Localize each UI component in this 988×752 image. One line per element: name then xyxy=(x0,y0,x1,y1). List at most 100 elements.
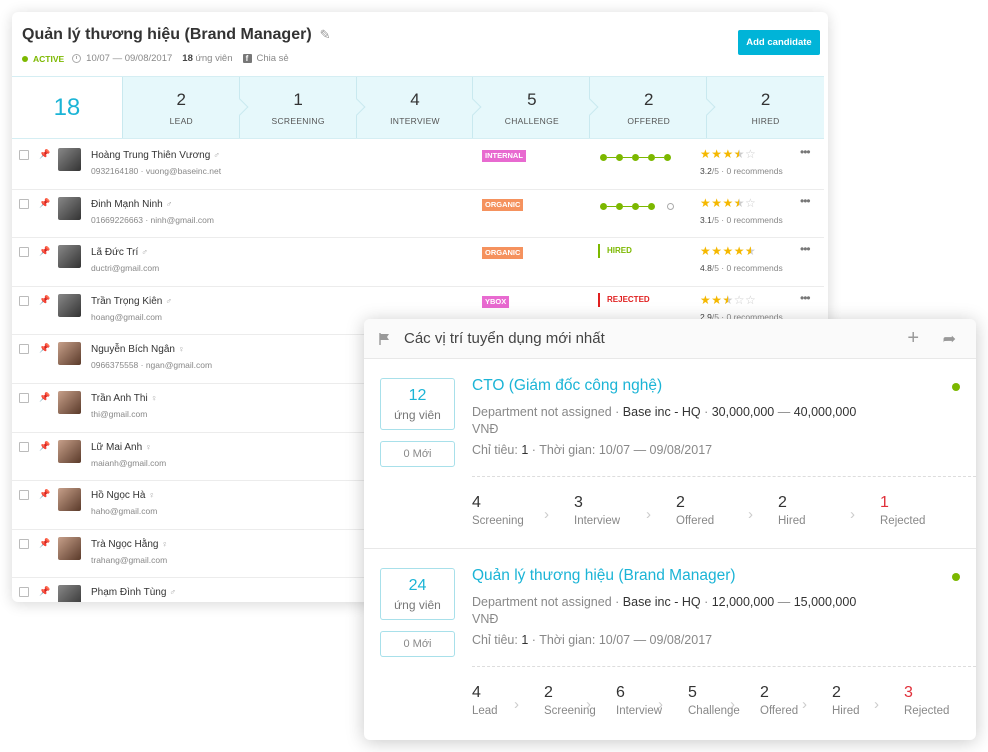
rating-value: 3.1 xyxy=(700,214,712,225)
chevron-right-icon: › xyxy=(544,506,549,523)
candidates-count-box[interactable]: 12 ứng viên xyxy=(380,378,455,430)
row-checkbox[interactable] xyxy=(19,587,29,598)
recent-jobs-title: Các vị trí tuyển dụng mới nhất xyxy=(404,330,605,347)
candidate-name[interactable]: Trần Anh Thi xyxy=(91,392,148,404)
job-item: 24 ứng viên 0 Mới Quản lý thương hiệu (Bran… xyxy=(364,549,976,739)
table-row[interactable]: 📌 Phạm Đình Tùng ♂ xyxy=(12,578,824,602)
row-checkbox[interactable] xyxy=(19,150,29,160)
job-stage[interactable]: 3 Rejected xyxy=(904,684,976,717)
candidate-name[interactable]: Đinh Mạnh Ninh xyxy=(91,198,163,210)
new-candidates-button[interactable]: 0 Mới xyxy=(380,631,455,657)
edit-icon[interactable]: ✎ xyxy=(319,27,331,42)
row-checkbox[interactable] xyxy=(19,441,29,452)
job-stage[interactable]: 2 Offered › xyxy=(676,494,778,527)
company: Base inc - HQ xyxy=(622,405,701,419)
candidate-name[interactable]: Trần Trọng Kiên xyxy=(91,295,163,307)
row-checkbox[interactable] xyxy=(19,538,29,549)
more-icon[interactable]: ••• xyxy=(800,193,811,208)
row-checkbox[interactable] xyxy=(19,392,29,403)
candidate-name[interactable]: Phạm Đình Tùng xyxy=(91,587,167,599)
pin-icon[interactable]: 📌 xyxy=(39,294,51,305)
pin-icon[interactable]: 📌 xyxy=(39,537,51,548)
job-stage[interactable]: 3 Interview › xyxy=(574,494,676,527)
job-stage-label: Hired xyxy=(832,705,860,717)
job-title-link[interactable]: CTO (Giám đốc công nghệ) xyxy=(472,377,663,394)
stage-lead[interactable]: 2 LEAD xyxy=(121,77,249,138)
candidate-contact: ductri@gmail.com xyxy=(91,263,160,274)
stage-count: 5 xyxy=(527,89,537,109)
candidate-name[interactable]: Trà Ngọc Hằng xyxy=(91,538,159,550)
stage-challenge[interactable]: 5 CHALLENGE xyxy=(472,77,599,138)
row-checkbox[interactable] xyxy=(19,247,29,258)
progress-dot xyxy=(648,202,655,210)
row-checkbox[interactable] xyxy=(19,198,29,209)
job-stage[interactable]: 4 Screening › xyxy=(472,494,574,527)
candidate-name[interactable]: Nguyễn Bích Ngân xyxy=(91,344,175,356)
row-checkbox[interactable] xyxy=(19,344,29,355)
pin-icon[interactable]: 📌 xyxy=(39,197,51,208)
table-row[interactable]: 📌 Lã Đức Trí ♂ ductri@gmail.com ORGANIC HIRED… xyxy=(12,238,824,287)
avatar xyxy=(58,390,81,414)
job-stage[interactable]: 2 Hired › xyxy=(832,684,904,717)
avatar xyxy=(58,245,81,269)
stage-label: INTERVIEW xyxy=(390,115,440,126)
share-arrow-icon[interactable]: ➦ xyxy=(942,331,956,348)
job-stage[interactable]: 6 Interview › xyxy=(616,684,688,717)
job-title-link[interactable]: Quản lý thương hiệu (Brand Manager) xyxy=(472,567,736,584)
progress-dot xyxy=(616,154,623,161)
row-checkbox[interactable] xyxy=(19,295,29,306)
job-stage[interactable]: 1 Rejected xyxy=(880,494,976,527)
candidate-contact: haho@gmail.com xyxy=(91,506,158,517)
add-candidate-button[interactable]: Add candidate xyxy=(738,30,820,55)
job-stage[interactable]: 2 Offered › xyxy=(760,684,832,717)
table-row[interactable]: 📌 Đinh Mạnh Ninh ♂ 01669226663 · ninh@gmail… xyxy=(12,190,824,239)
progress-dot xyxy=(632,154,639,161)
job-stage[interactable]: 2 Hired › xyxy=(778,494,880,527)
facebook-icon[interactable]: f xyxy=(242,54,252,63)
candidates-count-box[interactable]: 24 ứng viên xyxy=(380,568,455,620)
pin-icon[interactable]: 📌 xyxy=(39,489,51,500)
pin-icon[interactable]: 📌 xyxy=(39,246,51,257)
gender-icon: ♂ xyxy=(169,587,177,598)
job-meta: ACTIVE 10/07 — 09/08/2017 18 ứng viên f … xyxy=(22,53,818,64)
pipeline-total[interactable]: 18 xyxy=(12,77,123,138)
job-stage-count: 2 xyxy=(832,684,841,701)
job-stage[interactable]: 2 Screening › xyxy=(544,684,616,717)
pin-icon[interactable]: 📌 xyxy=(39,440,51,451)
table-row[interactable]: 📌 Hoàng Trung Thiên Vương ♂ 0932164180 · vu… xyxy=(12,141,824,190)
gender-icon: ♂ xyxy=(165,295,173,306)
recommends-count: 0 recommends xyxy=(726,214,783,225)
progress-dot xyxy=(664,154,671,161)
pin-icon[interactable]: 📌 xyxy=(39,586,51,597)
add-icon[interactable]: + xyxy=(907,327,919,349)
stage-label: OFFERED xyxy=(627,115,671,126)
department: Department not assigned xyxy=(472,405,612,419)
candidate-name[interactable]: Lữ Mai Anh xyxy=(91,441,143,453)
more-icon[interactable]: ••• xyxy=(800,242,811,257)
share-link[interactable]: Chia sẻ xyxy=(256,53,289,64)
pin-icon[interactable]: 📌 xyxy=(39,343,51,354)
candidate-name[interactable]: Lã Đức Trí xyxy=(91,247,139,259)
job-stage[interactable]: 5 Challenge › xyxy=(688,684,760,717)
stage-hired[interactable]: 2 HIRED xyxy=(706,77,824,138)
job-list: 12 ứng viên 0 Mới CTO (Giám đốc công nghệ) D… xyxy=(364,359,976,739)
candidate-contact: trahang@gmail.com xyxy=(91,554,168,565)
candidates-label: ứng viên xyxy=(394,408,441,422)
stage-label: CHALLENGE xyxy=(504,115,559,126)
stage-label: SCREENING xyxy=(271,115,325,126)
more-icon[interactable]: ••• xyxy=(800,290,811,305)
candidate-name[interactable]: Hồ Ngọc Hà xyxy=(91,490,146,502)
candidate-name[interactable]: Hoàng Trung Thiên Vương xyxy=(91,150,211,161)
row-checkbox[interactable] xyxy=(19,490,29,501)
status-badge: HIRED xyxy=(598,244,632,259)
stage-screening[interactable]: 1 SCREENING xyxy=(238,77,366,138)
new-candidates-button[interactable]: 0 Mới xyxy=(380,441,455,467)
pin-icon[interactable]: 📌 xyxy=(39,149,51,159)
stage-offered[interactable]: 2 OFFERED xyxy=(589,77,716,138)
more-icon[interactable]: ••• xyxy=(800,145,811,159)
pin-icon[interactable]: 📌 xyxy=(39,391,51,402)
avatar xyxy=(58,488,81,512)
stage-interview[interactable]: 4 INTERVIEW xyxy=(355,77,482,138)
currency: VNĐ xyxy=(472,422,499,436)
job-stage[interactable]: 4 Lead › xyxy=(472,684,544,717)
